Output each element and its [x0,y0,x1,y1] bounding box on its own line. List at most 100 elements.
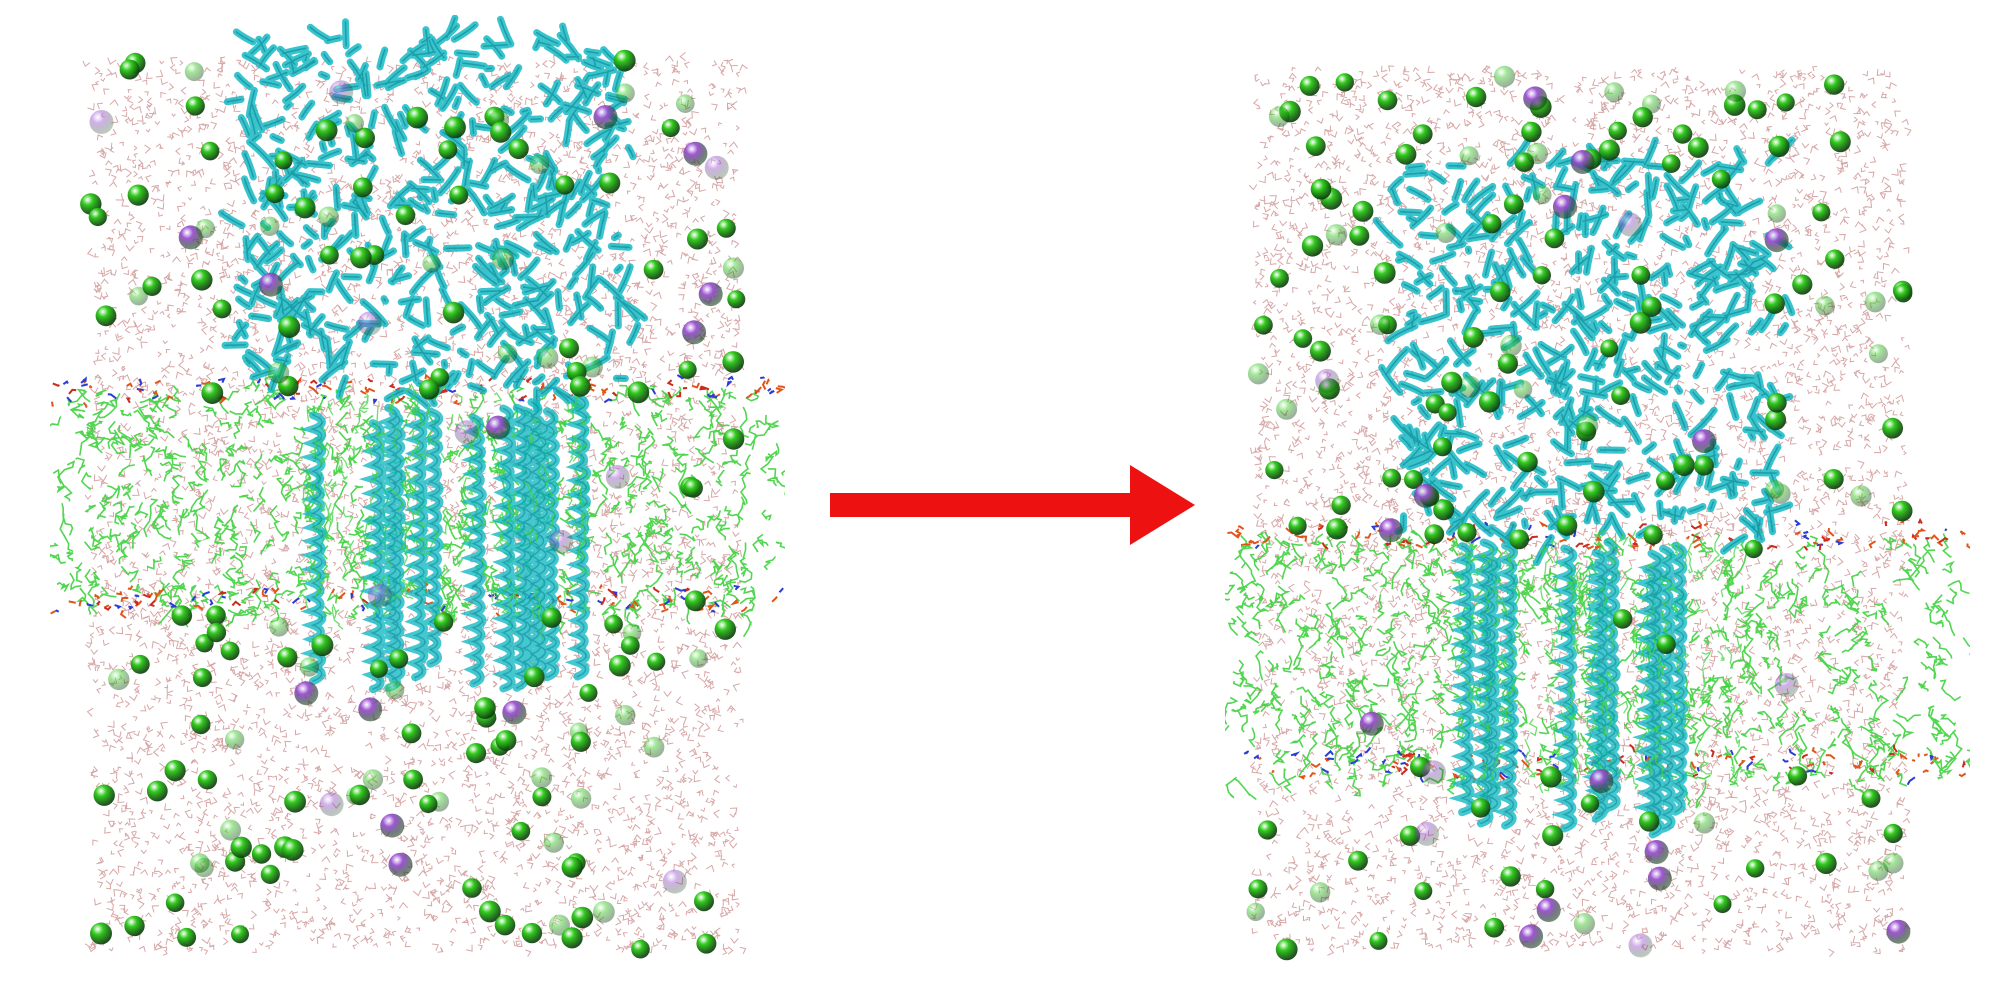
chloride-ion [190,853,210,873]
chloride-ion [492,248,514,271]
chloride-ion [1309,340,1331,362]
chloride-ion [1493,65,1516,87]
chloride-ion [569,376,591,397]
chloride-ion [608,654,631,677]
sodium-ion [662,869,687,894]
chloride-ion [1482,214,1502,234]
chloride-ion [1747,100,1767,120]
chloride-ion [1348,850,1368,871]
chloride-ion [1288,516,1307,535]
chloride-ion [1694,455,1714,476]
chloride-ion [661,118,680,138]
chloride-ion [251,844,272,864]
sodium-ion [1628,933,1653,958]
chloride-ion [536,346,559,369]
chloride-ion [541,607,562,628]
chloride-ion [1349,225,1370,246]
chloride-ion [714,618,736,640]
chloride-ion [678,360,697,379]
chloride-ion [643,259,664,280]
chloride-ion [442,301,465,324]
chloride-ion [1612,609,1633,629]
chloride-ion [401,723,422,744]
chloride-ion [1301,235,1324,257]
chloride-ion [490,121,512,143]
sodium-ion [1359,711,1384,736]
sodium-ion [1523,86,1548,111]
chloride-ion [119,59,140,80]
chloride-ion [433,612,454,632]
chloride-ion [354,127,376,149]
chloride-ion [722,351,744,373]
chloride-ion [438,140,458,160]
chloride-ion [260,216,280,236]
chloride-ion [422,254,441,273]
chloride-ion [1556,515,1578,536]
chloride-ion [1326,518,1348,540]
chloride-ion [1764,293,1785,314]
chloride-ion [315,119,338,142]
sodium-ion [1378,518,1403,543]
chloride-ion [1424,524,1445,544]
chloride-ion [277,647,298,668]
chloride-ion [631,939,650,959]
chloride-ion [1724,80,1746,102]
chloride-ion [561,927,583,949]
chloride-ion [722,257,745,279]
chloride-ion [1465,86,1487,108]
chloride-ion [620,636,640,655]
chloride-ion [495,730,517,751]
chloride-ion [184,62,204,82]
chloride-ion [1580,794,1600,813]
chloride-ion [1604,82,1625,103]
chloride-ion [1768,135,1790,157]
sodium-ion [1536,898,1561,922]
chloride-ion [177,927,197,947]
chloride-ion [108,668,130,691]
chloride-ion [716,218,736,238]
chloride-ion [299,657,320,677]
chloride-ion [1370,314,1391,335]
chloride-ion [403,769,423,790]
chloride-ion [1767,393,1787,413]
chloride-ion [1825,249,1845,269]
chloride-ion [1643,525,1663,545]
chloride-ion [206,622,227,643]
chloride-ion [142,276,162,296]
chloride-ion [521,922,543,944]
chloride-ion [191,714,211,735]
chloride-ion [1500,866,1521,887]
chloride-ion [389,649,409,669]
chloride-ion [1484,917,1505,938]
chloride-ion [1513,380,1533,399]
chloride-ion [1631,265,1651,285]
chloride-ion [224,729,245,750]
chloride-ion [687,228,708,250]
chloride-ion [497,344,518,364]
chloride-ion [722,428,745,450]
sodium-ion [1618,212,1642,237]
arrow-shaft [830,493,1135,517]
chloride-ion [647,652,666,671]
chloride-ion [581,356,603,378]
sodium-ion [258,272,283,297]
sodium-ion [454,420,479,445]
chloride-ion [127,184,149,206]
chloride-ion [474,697,496,719]
chloride-ion [1521,121,1542,143]
chloride-ion [93,784,115,806]
chloride-ion [1598,139,1620,161]
chloride-ion [1275,938,1298,961]
chloride-ion [1478,391,1501,413]
chloride-ion [1770,483,1791,504]
chloride-ion [278,316,301,338]
protein-ribbons [218,15,649,694]
chloride-ion [1310,179,1332,200]
chloride-ion [1850,485,1872,507]
sodium-ion [294,681,319,706]
chloride-ion [1787,766,1808,786]
chloride-ion [1399,825,1421,846]
chloride-ion [449,185,469,205]
chloride-ion [95,305,117,327]
chloride-ion [1335,73,1354,92]
